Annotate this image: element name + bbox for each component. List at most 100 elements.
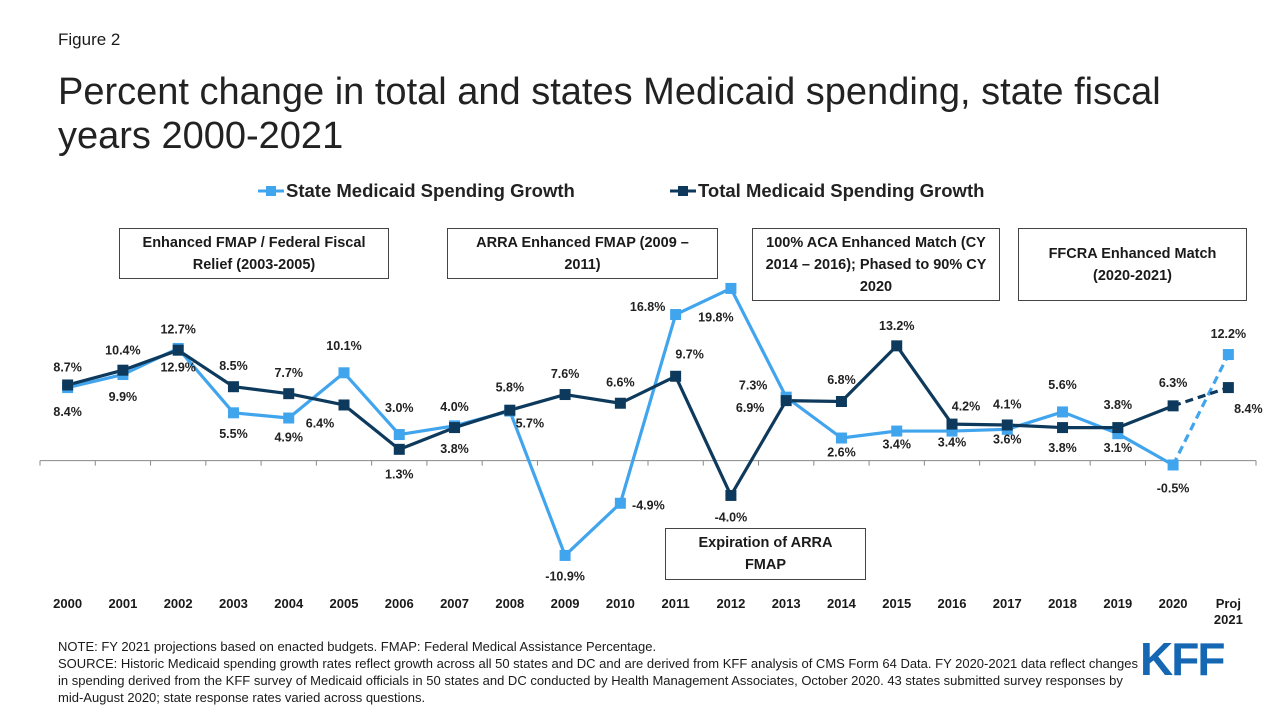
line-segment: [398, 426, 456, 451]
x-tick-label: 2012: [716, 596, 746, 611]
x-tick-label: 2002: [163, 596, 193, 611]
data-label: 1.3%: [385, 468, 414, 482]
line-segment: [399, 424, 455, 437]
data-label: 5.7%: [516, 416, 545, 430]
marker: [614, 397, 626, 409]
marker: [835, 395, 847, 407]
line-segment: [951, 427, 1008, 433]
data-label: 6.8%: [827, 373, 856, 387]
data-label: 8.7%: [53, 360, 82, 374]
line-segment: [564, 392, 621, 405]
line-segment: [288, 392, 345, 407]
line-segment: [342, 403, 401, 451]
line-segment: [1171, 353, 1230, 466]
x-tick-label: 2008: [495, 596, 525, 611]
data-label: 3.6%: [993, 433, 1022, 447]
line-segment: [287, 371, 346, 420]
data-label: 19.8%: [698, 311, 733, 325]
line-segment: [67, 372, 124, 390]
marker: [449, 422, 461, 434]
logo: KFF: [1140, 633, 1225, 685]
data-label: 3.8%: [1048, 441, 1077, 455]
marker: [1167, 400, 1179, 412]
line-segment: [785, 395, 843, 440]
line-segment: [67, 368, 124, 387]
data-label: -4.9%: [632, 499, 665, 513]
marker: [1057, 406, 1069, 418]
line-segment: [122, 348, 179, 372]
x-tick-label: 2001: [108, 596, 138, 611]
line-segment: [509, 392, 566, 412]
x-tick-label: 2007: [440, 596, 469, 611]
data-label: 8.4%: [53, 405, 82, 419]
x-tick-label: 2013: [771, 596, 801, 611]
marker: [670, 370, 682, 382]
x-tick-label: 2020: [1158, 596, 1188, 611]
marker: [283, 388, 295, 400]
marker: [338, 399, 350, 411]
marker: [283, 412, 295, 424]
legend-marker: [678, 186, 688, 196]
data-label: 12.2%: [1211, 327, 1246, 341]
x-tick-label: 2000: [53, 596, 83, 611]
line-segment: [508, 410, 567, 557]
x-tick-label: 2015: [882, 596, 912, 611]
marker: [227, 407, 239, 419]
x-tick-label: 2018: [1048, 596, 1077, 611]
data-label: 3.0%: [385, 401, 414, 415]
line-segment: [177, 348, 235, 389]
source: SOURCE: Historic Medicaid spending growt…: [58, 656, 1138, 705]
data-label: 3.8%: [1104, 398, 1133, 412]
line-segment: [951, 422, 1008, 427]
line-segment: [1172, 386, 1229, 408]
data-label: 16.8%: [630, 300, 665, 314]
line-segment: [1061, 410, 1119, 436]
data-label: 3.4%: [882, 437, 911, 451]
line-segment: [786, 399, 842, 404]
data-label: 6.9%: [736, 401, 765, 415]
data-label: 6.4%: [306, 416, 335, 430]
data-label: 8.5%: [219, 359, 248, 373]
marker: [504, 404, 516, 416]
marker: [1112, 422, 1124, 434]
data-label: 6.3%: [1159, 376, 1188, 390]
marker: [338, 367, 350, 379]
line-segment: [729, 287, 788, 398]
marker: [670, 309, 682, 321]
marker: [614, 497, 626, 509]
data-label: 12.9%: [160, 361, 195, 375]
marker: [725, 489, 737, 501]
data-label: 9.9%: [109, 390, 138, 404]
annotation-box: FFCRA Enhanced Match (2020-2021): [1018, 228, 1247, 301]
marker: [1001, 419, 1013, 431]
data-label: 3.8%: [440, 442, 469, 456]
x-tick-label: 2004: [274, 596, 304, 611]
marker: [62, 379, 74, 391]
marker: [946, 418, 958, 430]
legend-marker: [266, 186, 276, 196]
data-label: 3.1%: [1104, 441, 1133, 455]
data-label: 10.1%: [326, 339, 361, 353]
legend-label: State Medicaid Spending Growth: [286, 180, 575, 201]
data-label: 7.6%: [551, 367, 580, 381]
data-label: 4.2%: [952, 399, 981, 413]
marker: [559, 389, 571, 401]
line-segment: [895, 344, 954, 426]
marker: [1112, 428, 1124, 440]
data-label: 12.7%: [160, 322, 195, 336]
marker: [393, 429, 405, 441]
data-label: 5.8%: [496, 380, 525, 394]
line-segment: [840, 344, 898, 403]
data-label: -0.5%: [1157, 481, 1190, 495]
legend-label: Total Medicaid Spending Growth: [698, 180, 984, 201]
data-label: 10.4%: [105, 343, 140, 357]
line-segment: [674, 375, 733, 497]
line-segment: [233, 411, 289, 420]
data-label: -10.9%: [545, 570, 585, 584]
marker: [172, 344, 184, 356]
data-label: -4.0%: [715, 511, 748, 525]
marker: [725, 282, 737, 294]
note: NOTE: FY 2021 projections based on enact…: [58, 639, 657, 654]
